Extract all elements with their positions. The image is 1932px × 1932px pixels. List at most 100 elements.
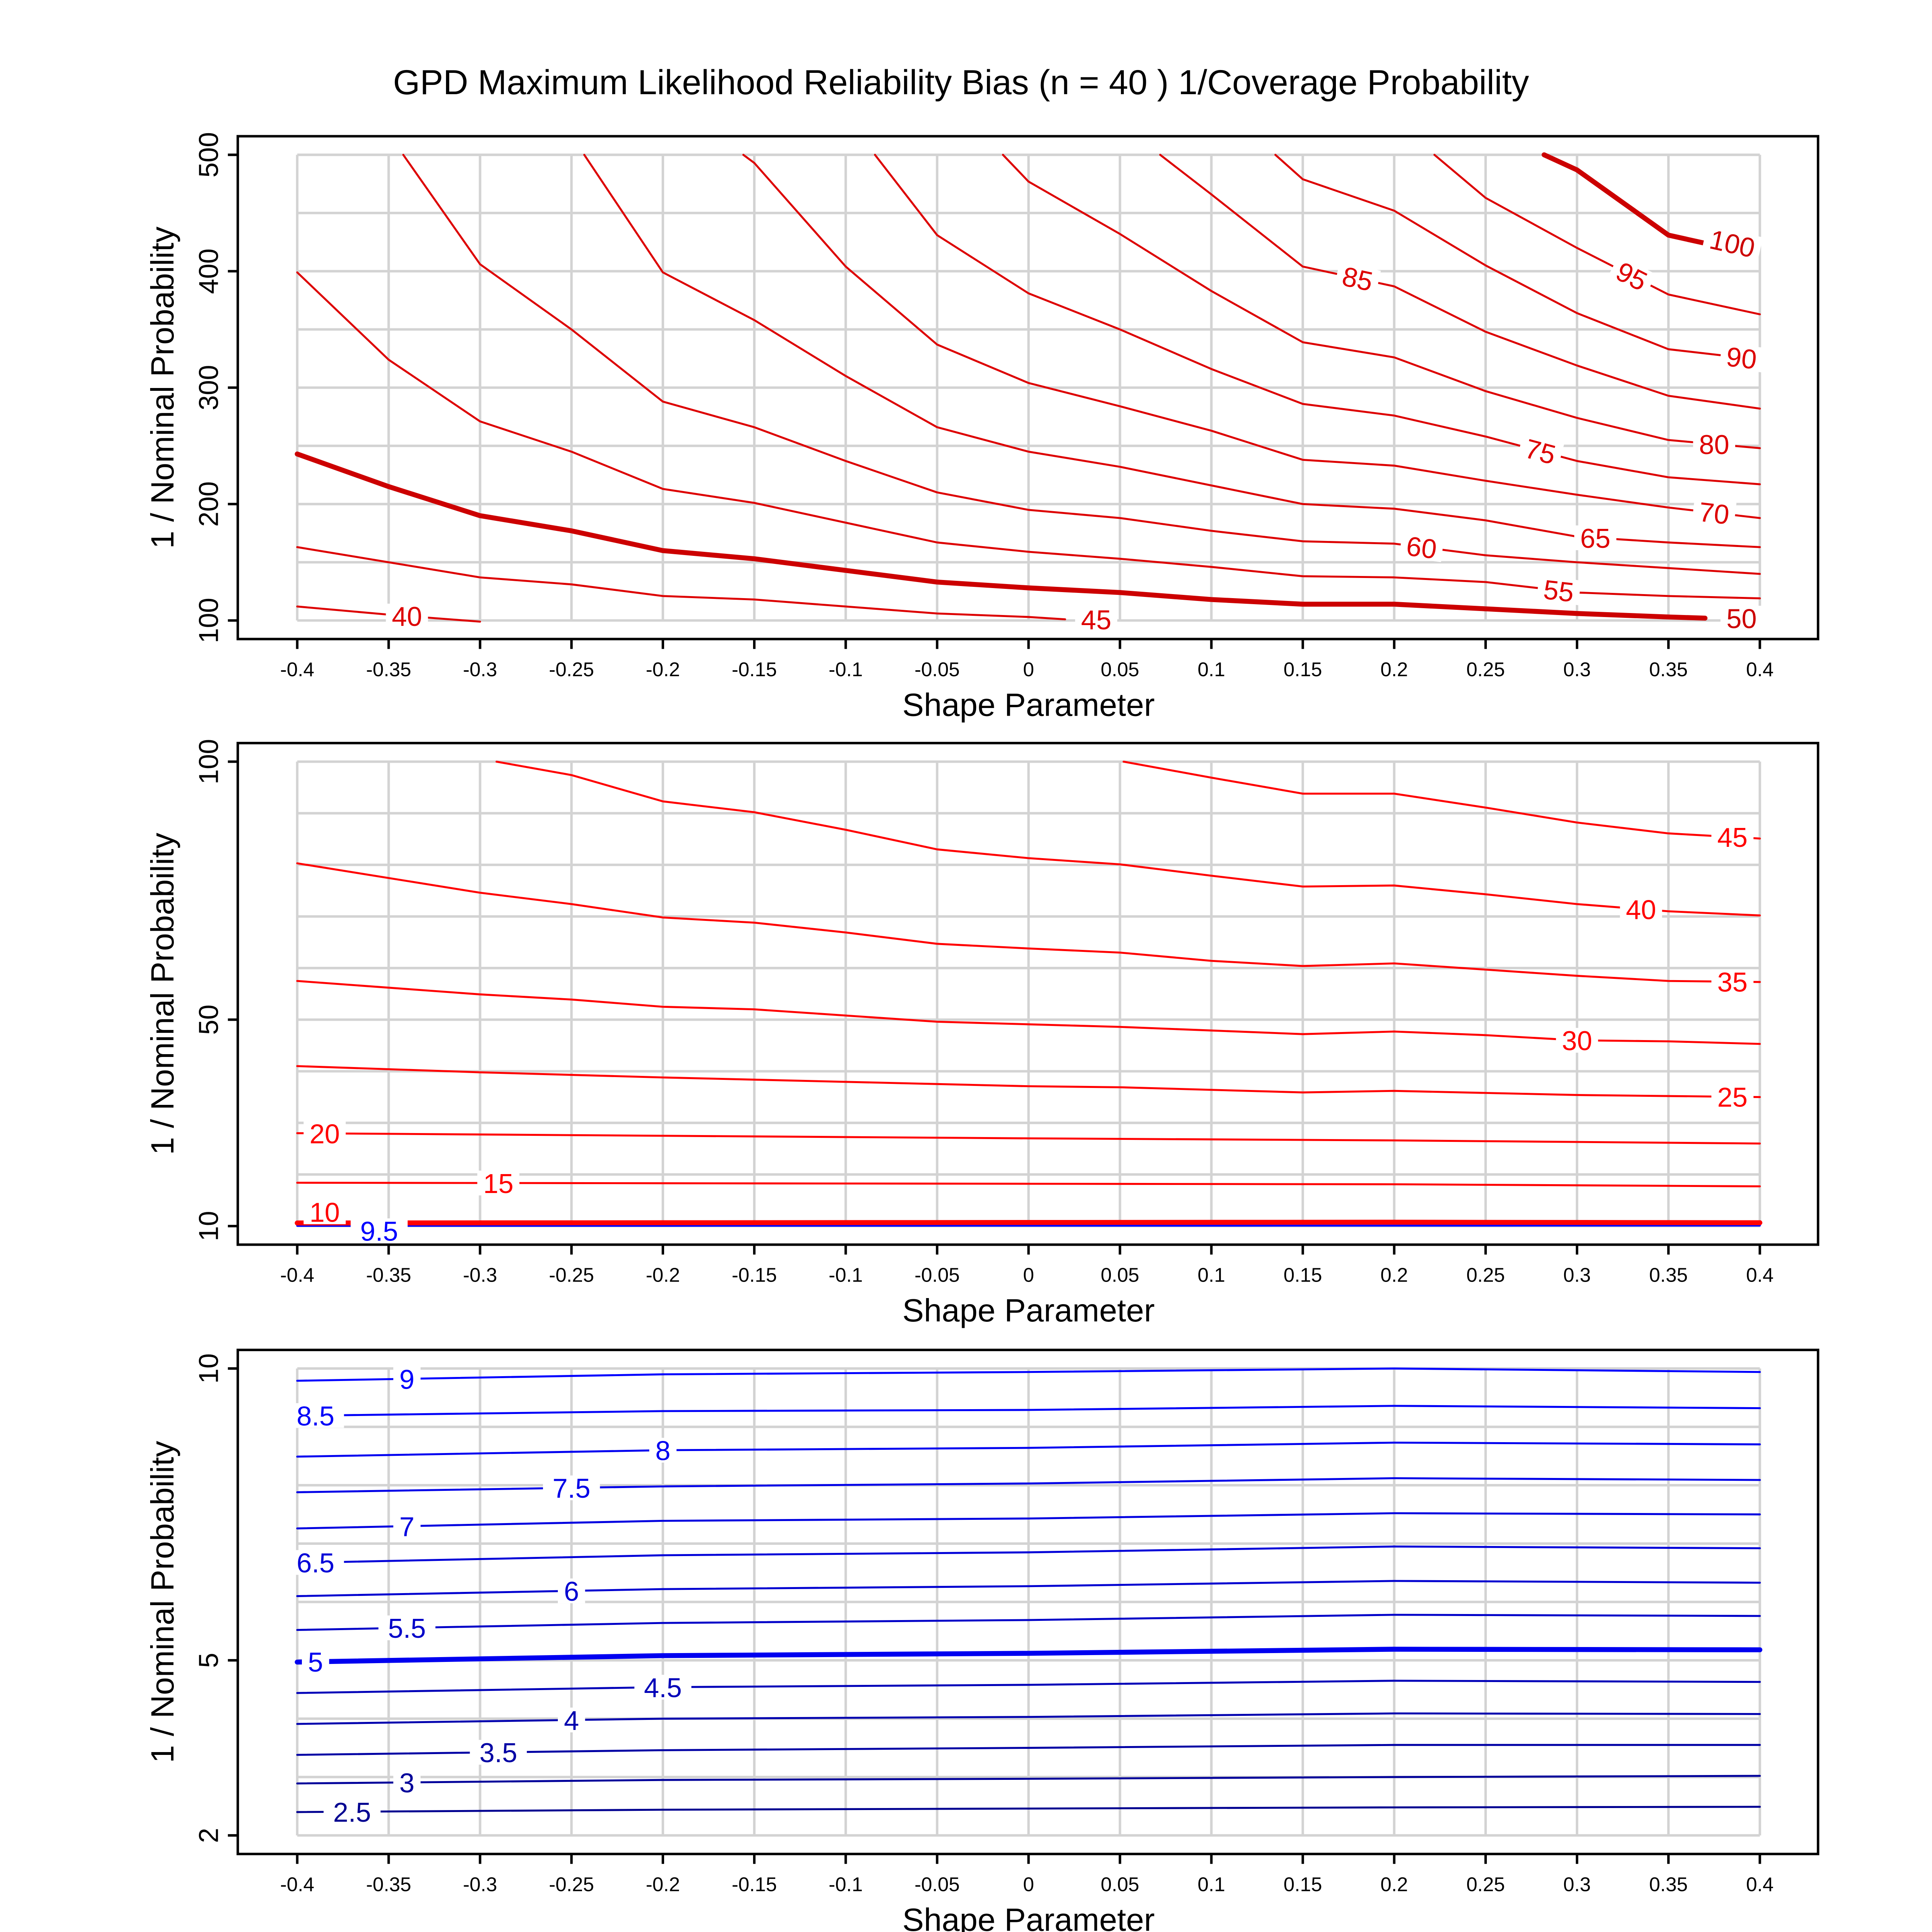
contour-label-group: 60 bbox=[1399, 531, 1444, 565]
contour-line-6 bbox=[296, 1580, 1761, 1597]
y-tick-label: 500 bbox=[194, 132, 224, 178]
x-tick-label: -0.4 bbox=[280, 1873, 314, 1895]
x-axis: -0.4 -0.35 -0.3 -0.25 -0.2 -0.15 -0.1 -0.05 0 0.0… bbox=[280, 639, 1774, 722]
x-tick-label: 0 bbox=[1023, 1873, 1034, 1895]
contour-label: 75 bbox=[1522, 433, 1559, 471]
contour-label-group: 5 bbox=[302, 1647, 329, 1678]
contour-label: 30 bbox=[1562, 1026, 1592, 1056]
x-tick-label: -0.3 bbox=[463, 1873, 497, 1895]
x-tick-label: 0.35 bbox=[1649, 1873, 1688, 1895]
contour-label: 25 bbox=[1717, 1082, 1748, 1113]
x-tick-label: -0.25 bbox=[549, 1873, 594, 1895]
contour-label-group: 4 bbox=[557, 1706, 585, 1736]
contour-line-4.5 bbox=[296, 1680, 1761, 1694]
x-tick-label: 0.05 bbox=[1101, 658, 1139, 681]
contour-line-25 bbox=[296, 1065, 1761, 1098]
x-tick-label: 0.1 bbox=[1197, 658, 1225, 681]
contour-label: 40 bbox=[392, 602, 422, 632]
y-tick-label: 5 bbox=[194, 1653, 224, 1668]
contour-label-group: 20 bbox=[303, 1119, 346, 1149]
x-tick-label: -0.15 bbox=[732, 658, 777, 681]
x-tick-label: 0.3 bbox=[1563, 1264, 1591, 1286]
y-axis: 100 200 300 400 500 1 / Nominal Probability bbox=[144, 132, 238, 643]
contour-label: 9 bbox=[399, 1364, 415, 1395]
x-tick-label: 0.4 bbox=[1746, 1873, 1773, 1895]
contour-label: 2.5 bbox=[333, 1798, 371, 1828]
y-axis: 2 5 10 1 / Nominal Probability bbox=[144, 1353, 238, 1843]
y-axis-label: 1 / Nominal Probability bbox=[144, 227, 180, 549]
x-tick-label: 0.2 bbox=[1381, 1264, 1408, 1286]
x-tick-label: -0.2 bbox=[646, 1873, 680, 1895]
contour-lines bbox=[295, 1367, 1763, 1813]
x-tick-label: 0.2 bbox=[1381, 1873, 1408, 1895]
x-tick-label: 0.05 bbox=[1101, 1873, 1139, 1895]
contour-label-gap bbox=[557, 1578, 585, 1604]
contour-label-group: 30 bbox=[1556, 1026, 1598, 1056]
contour-label-group: 80 bbox=[1693, 430, 1736, 460]
contour-line-5.5 bbox=[296, 1614, 1761, 1631]
y-axis-label: 1 / Nominal Probability bbox=[144, 833, 180, 1155]
grid bbox=[296, 760, 1761, 1228]
y-tick-label: 50 bbox=[194, 1005, 224, 1035]
contour-label-group: 5.5 bbox=[378, 1614, 436, 1644]
contour-label-group: 75 bbox=[1517, 433, 1564, 471]
x-tick-label: 0.25 bbox=[1466, 1264, 1505, 1286]
contour-label-group: 50 bbox=[1720, 604, 1763, 634]
contour-lines bbox=[295, 760, 1763, 1227]
contour-label-group: 6.5 bbox=[287, 1548, 344, 1579]
contour-label-gap bbox=[1692, 498, 1737, 528]
contour-label: 40 bbox=[1626, 895, 1656, 925]
contour-label-group: 65 bbox=[1574, 524, 1616, 554]
contour-line-70 bbox=[742, 154, 1761, 519]
contour-line-15 bbox=[296, 1182, 1761, 1187]
contour-label: 70 bbox=[1697, 497, 1731, 530]
x-tick-label: -0.4 bbox=[280, 658, 314, 681]
x-tick-label: -0.1 bbox=[829, 658, 863, 681]
contour-label-gap bbox=[1720, 605, 1763, 631]
contour-label-group: 45 bbox=[1711, 823, 1754, 853]
contour-line-20 bbox=[296, 1132, 1761, 1145]
contour-label-gap bbox=[287, 1550, 344, 1575]
contour-label: 60 bbox=[1405, 531, 1439, 565]
contour-label-gap bbox=[386, 603, 428, 629]
contour-label-gap bbox=[393, 1770, 421, 1795]
contour-line-6.5 bbox=[296, 1545, 1761, 1564]
grid bbox=[296, 153, 1761, 622]
contour-label-gap bbox=[1334, 262, 1381, 295]
contour-label: 80 bbox=[1699, 430, 1729, 460]
x-axis-label: Shape Parameter bbox=[902, 1902, 1155, 1932]
x-tick-label: 0.05 bbox=[1101, 1264, 1139, 1286]
x-axis: -0.4 -0.35 -0.3 -0.25 -0.2 -0.15 -0.1 -0.05 0 0.0… bbox=[280, 1854, 1774, 1932]
contour-line-2.5 bbox=[296, 1806, 1761, 1813]
contour-label-gap bbox=[1719, 343, 1764, 372]
contour-label: 85 bbox=[1340, 261, 1375, 297]
contour-label-group: 15 bbox=[477, 1169, 520, 1199]
x-tick-label: -0.25 bbox=[549, 1264, 594, 1286]
x-tick-label: 0.15 bbox=[1284, 1873, 1322, 1895]
contour-label-group: 6 bbox=[557, 1577, 585, 1607]
contour-label-group: 4.5 bbox=[634, 1673, 691, 1703]
x-tick-label: 0 bbox=[1023, 1264, 1034, 1286]
contour-label-group: 10 bbox=[303, 1197, 346, 1228]
contour-label-gap bbox=[393, 1513, 421, 1539]
chart-title: GPD Maximum Likelihood Reliability Bias … bbox=[393, 63, 1529, 102]
x-tick-label: 0.4 bbox=[1746, 658, 1773, 681]
contour-label: 5 bbox=[308, 1647, 323, 1678]
x-tick-label: -0.15 bbox=[732, 1873, 777, 1895]
y-tick-label: 100 bbox=[194, 598, 224, 643]
contour-label-gap bbox=[303, 1199, 346, 1224]
contour-label-group: 7.5 bbox=[543, 1474, 600, 1504]
y-axis: 10 50 100 1 / Nominal Probability bbox=[144, 739, 238, 1241]
contour-line-90 bbox=[1274, 154, 1761, 361]
x-tick-label: -0.25 bbox=[549, 658, 594, 681]
contour-line-3.5 bbox=[296, 1744, 1761, 1756]
contour-line-75 bbox=[874, 154, 1761, 485]
y-tick-label: 200 bbox=[194, 481, 224, 527]
contour-label: 10 bbox=[310, 1197, 340, 1228]
contour-label-group: 8.5 bbox=[287, 1401, 344, 1431]
contour-label: 7.5 bbox=[553, 1474, 590, 1504]
x-tick-label: -0.15 bbox=[732, 1264, 777, 1286]
x-tick-label: 0.3 bbox=[1563, 1873, 1591, 1895]
x-tick-label: 0 bbox=[1023, 658, 1034, 681]
